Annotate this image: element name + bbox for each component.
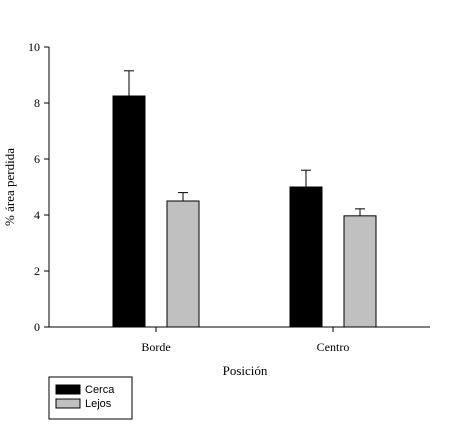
bar-centro-lejos xyxy=(343,215,377,328)
y-tick-label: 10 xyxy=(28,40,40,54)
x-category-label-centro: Centro xyxy=(317,340,350,354)
y-tick-label: 8 xyxy=(34,96,40,110)
legend: Cerca Lejos xyxy=(48,376,133,420)
legend-label-lejos: Lejos xyxy=(85,398,112,410)
bar-centro-cerca xyxy=(289,186,323,328)
legend-swatch-lejos xyxy=(55,398,81,409)
y-tick-label: 6 xyxy=(34,152,40,166)
bar-borde-cerca xyxy=(112,95,146,328)
y-tick-label: 0 xyxy=(34,320,40,334)
error-bars-layer xyxy=(124,70,365,216)
bars-layer xyxy=(112,95,377,328)
legend-label-cerca: Cerca xyxy=(85,384,115,396)
x-category-layer: Borde Centro xyxy=(141,327,349,354)
y-axis-title: % área perdida xyxy=(2,148,17,226)
y-tick-label: 4 xyxy=(34,208,40,222)
legend-box xyxy=(48,376,133,420)
x-axis-title: Posición xyxy=(223,363,268,378)
y-tick-label: 2 xyxy=(34,264,40,278)
x-category-label-borde: Borde xyxy=(141,340,170,354)
y-ticks-layer: 0 2 4 6 8 10 xyxy=(28,40,49,334)
legend-swatch-cerca xyxy=(55,384,81,395)
bar-borde-lejos xyxy=(166,200,200,328)
